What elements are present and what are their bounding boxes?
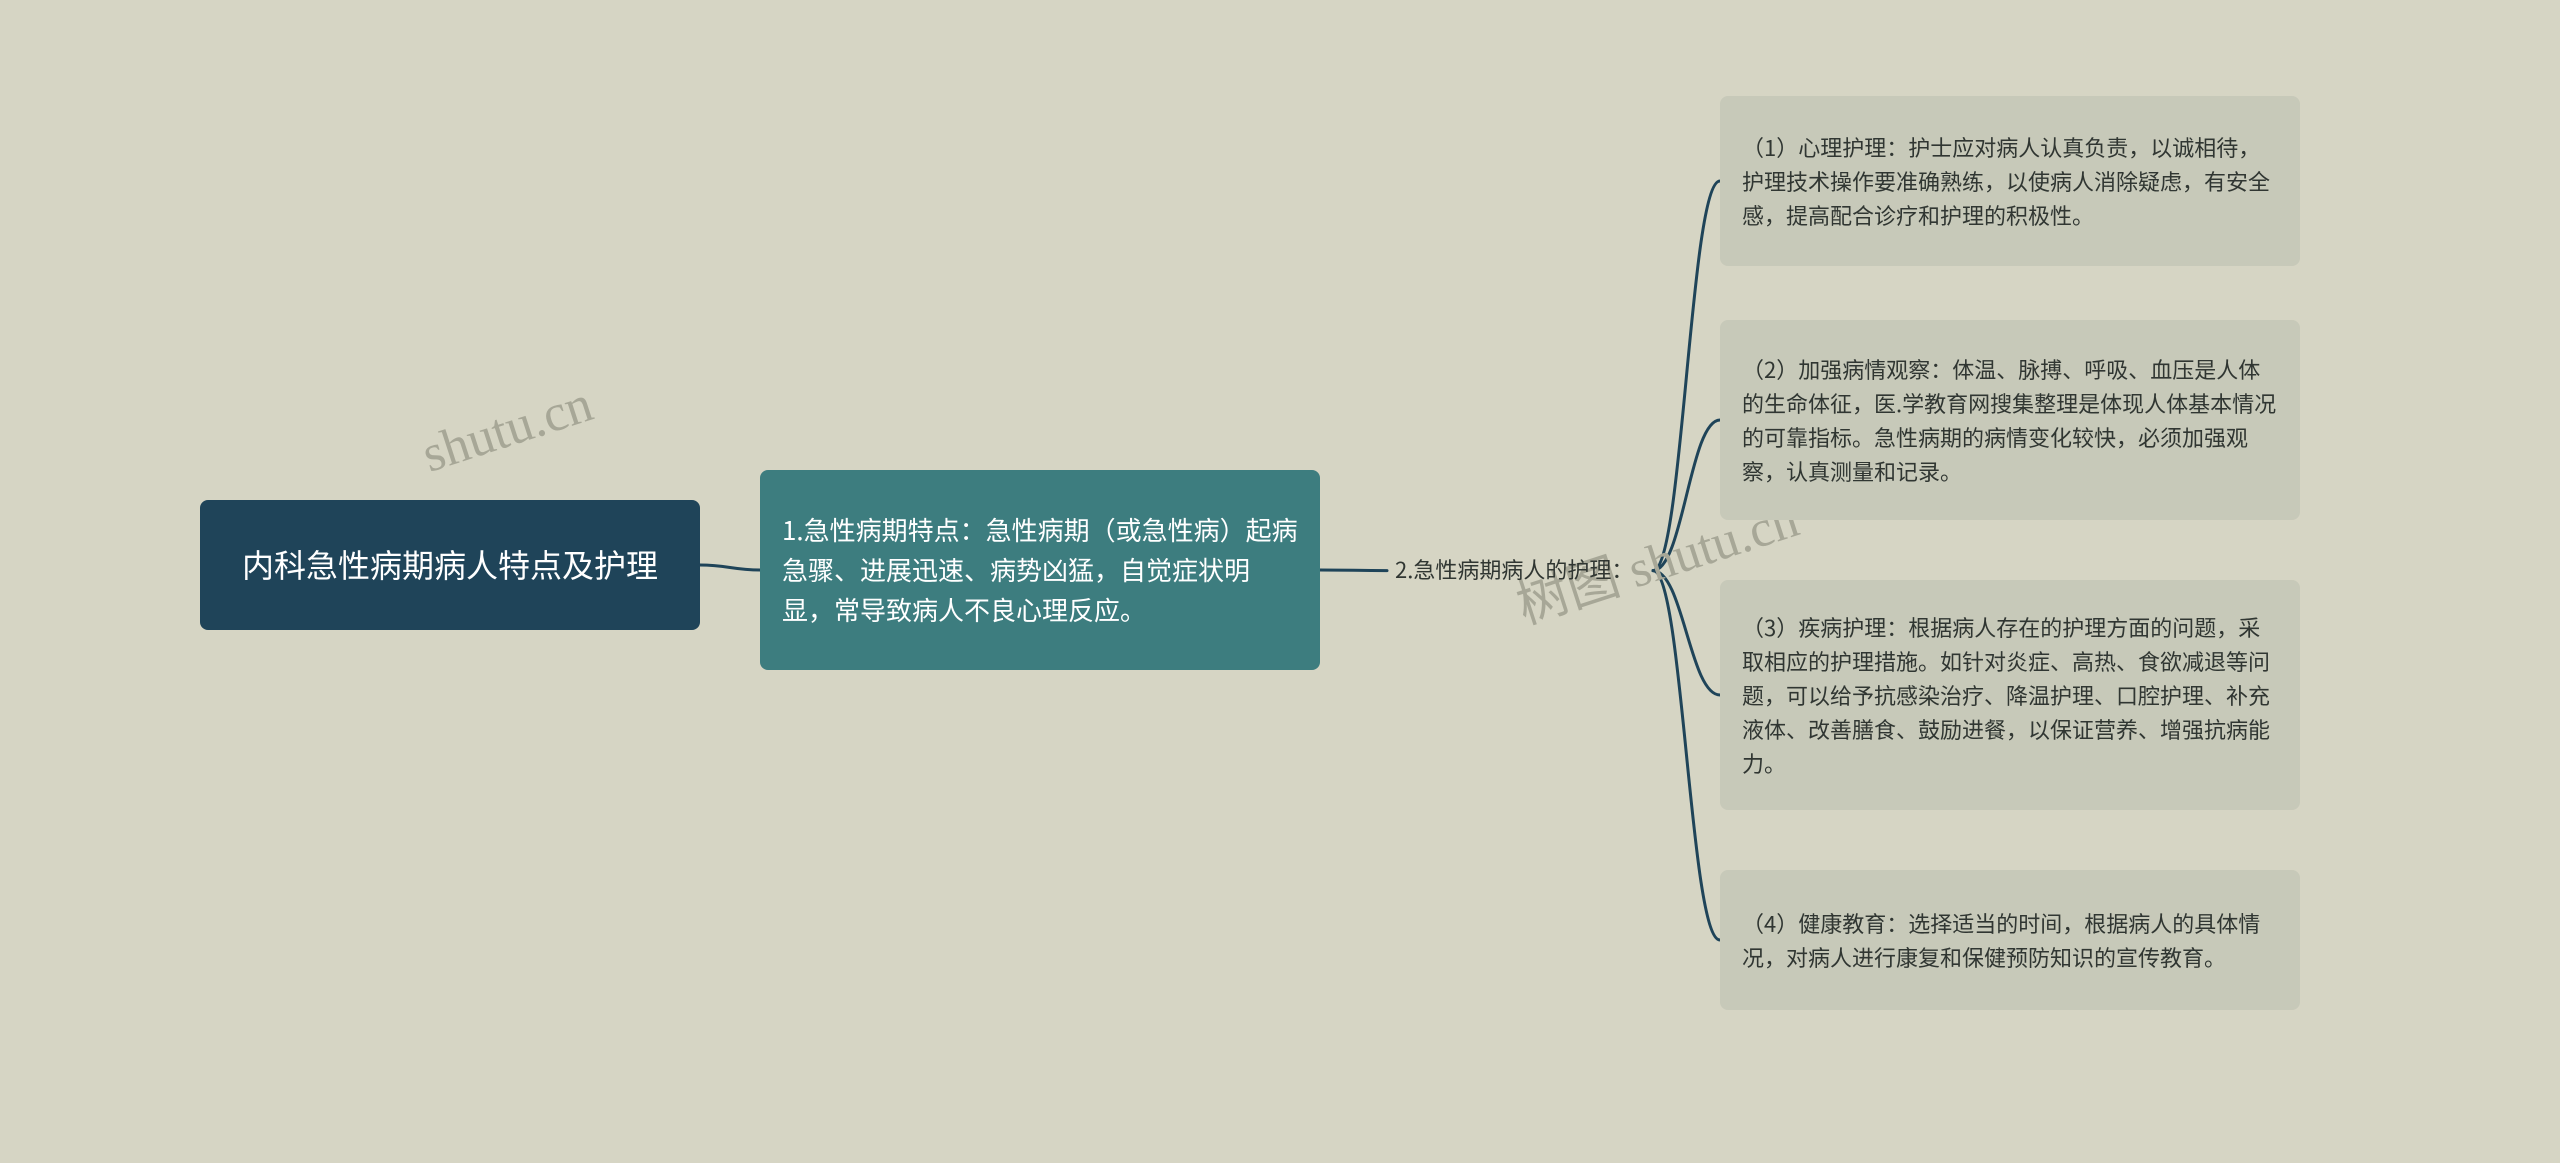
level2-label: 2.急性病期病人的护理： (1395, 553, 1633, 585)
leaf-node-text: （4）健康教育：选择适当的时间，根据病人的具体情况，对病人进行康复和保健预防知识… (1742, 906, 2278, 974)
root-node-text: 内科急性病期病人特点及护理 (242, 540, 658, 590)
level1-node-text: 1.急性病期特点：急性病期（或急性病）起病急骤、进展迅速、病势凶猛，自觉症状明显… (782, 510, 1298, 631)
leaf-node-1[interactable]: （1）心理护理：护士应对病人认真负责，以诚相待，护理技术操作要准确熟练，以使病人… (1720, 96, 2300, 266)
mindmap-canvas: shutu.cn 树图 shutu.cn 内科急性病期病人特点及护理 1.急性病… (0, 0, 2560, 1163)
leaf-node-2[interactable]: （2）加强病情观察：体温、脉搏、呼吸、血压是人体的生命体征，医.学教育网搜集整理… (1720, 320, 2300, 520)
root-node[interactable]: 内科急性病期病人特点及护理 (200, 500, 700, 630)
level1-node[interactable]: 1.急性病期特点：急性病期（或急性病）起病急骤、进展迅速、病势凶猛，自觉症状明显… (760, 470, 1320, 670)
watermark: shutu.cn (415, 374, 599, 484)
leaf-node-text: （2）加强病情观察：体温、脉搏、呼吸、血压是人体的生命体征，医.学教育网搜集整理… (1742, 352, 2278, 488)
leaf-node-3[interactable]: （3）疾病护理：根据病人存在的护理方面的问题，采取相应的护理措施。如针对炎症、高… (1720, 580, 2300, 810)
leaf-node-4[interactable]: （4）健康教育：选择适当的时间，根据病人的具体情况，对病人进行康复和保健预防知识… (1720, 870, 2300, 1010)
leaf-node-text: （1）心理护理：护士应对病人认真负责，以诚相待，护理技术操作要准确熟练，以使病人… (1742, 130, 2278, 232)
leaf-node-text: （3）疾病护理：根据病人存在的护理方面的问题，采取相应的护理措施。如针对炎症、高… (1742, 610, 2278, 780)
